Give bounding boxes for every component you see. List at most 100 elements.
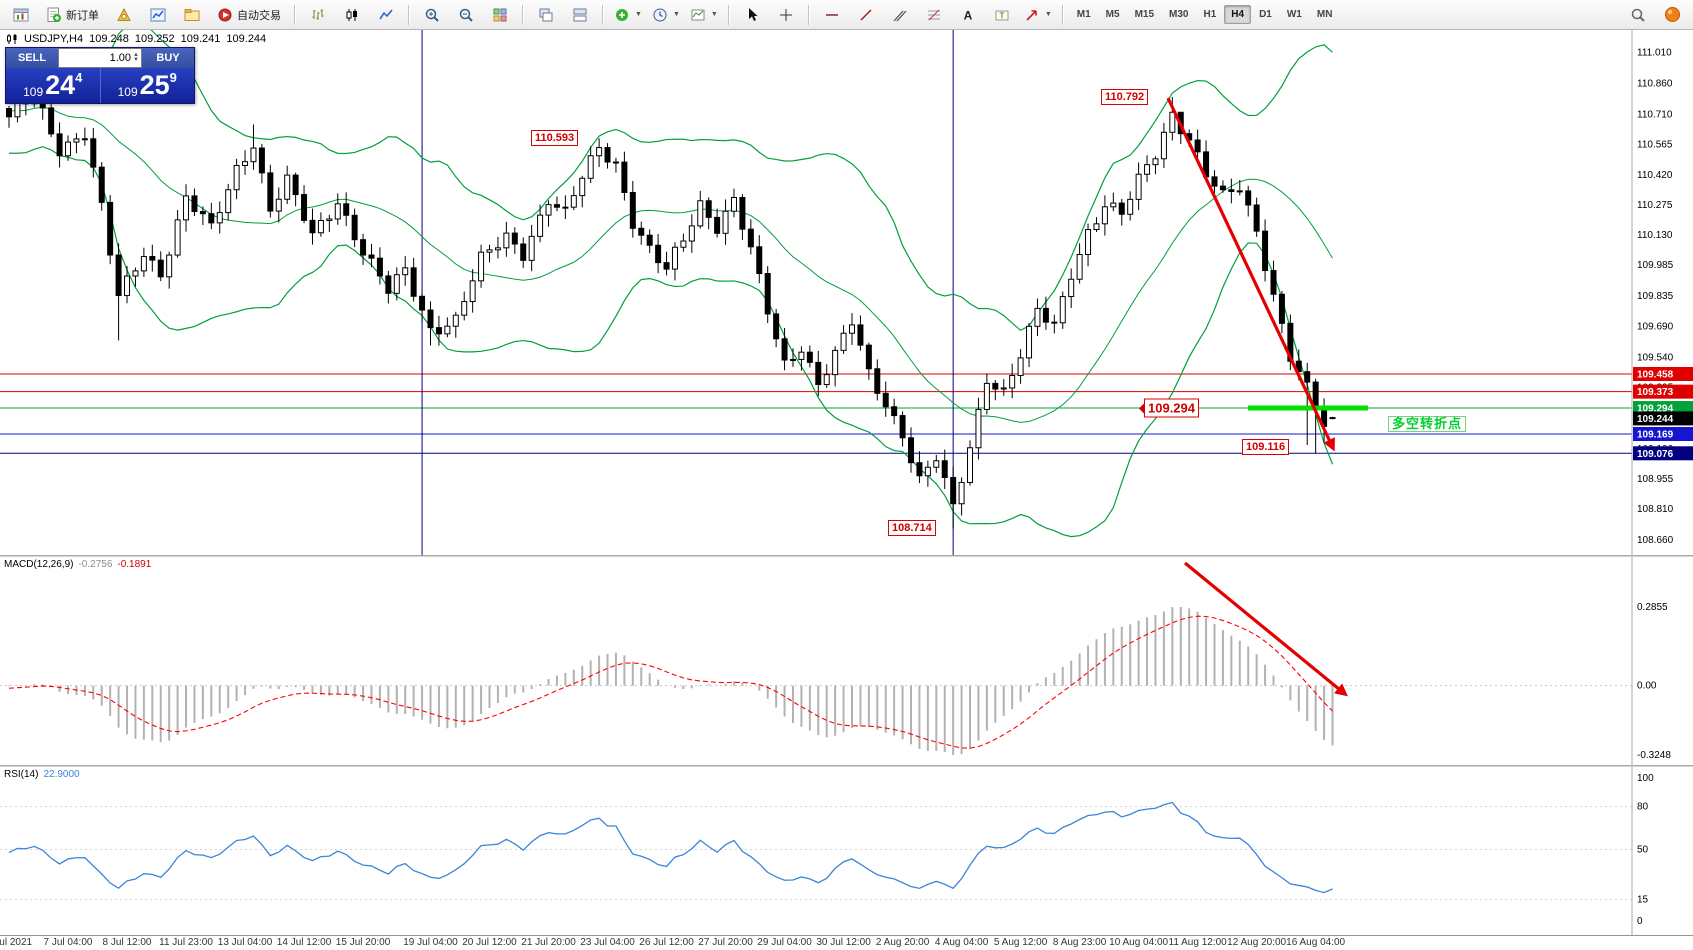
navigator-button[interactable]: [176, 2, 208, 28]
crosshair-tool-button[interactable]: [770, 2, 802, 28]
charts-window-button[interactable]: [5, 2, 37, 28]
buy-price-pip: 9: [169, 70, 177, 85]
main-chart-canvas[interactable]: 111.010 110.860 110.710 110.565 110.420 110.2…: [0, 30, 1693, 555]
arrow-object-icon: [1026, 9, 1037, 21]
price-label-109116[interactable]: 109.116: [1242, 439, 1290, 456]
svg-text:-0.3248: -0.3248: [1637, 750, 1671, 761]
search-button[interactable]: [1622, 2, 1654, 28]
svg-text:0.2855: 0.2855: [1637, 602, 1668, 613]
buy-button[interactable]: BUY: [142, 48, 194, 68]
panel-separator[interactable]: [0, 555, 1693, 557]
sell-button[interactable]: SELL: [6, 48, 58, 68]
rsi-canvas[interactable]: 100 80 50 15 0: [0, 767, 1693, 935]
arrange-windows-button[interactable]: [564, 2, 596, 28]
turning-point-label[interactable]: 多空转折点: [1388, 416, 1467, 432]
time-label: 5 Jul 2021: [0, 937, 33, 948]
trendline-icon: [860, 8, 872, 21]
sell-price-panel[interactable]: 109 24 4: [6, 68, 100, 103]
time-label: 30 Jul 12:00: [816, 937, 871, 948]
zoom-in-button[interactable]: [416, 2, 448, 28]
channel-tool-button[interactable]: [884, 2, 916, 28]
svg-text:110.565: 110.565: [1637, 140, 1673, 151]
price-label-110792[interactable]: 110.792: [1101, 89, 1149, 106]
arrange-windows-icon: [573, 8, 587, 21]
rsi-name: RSI(14): [4, 769, 39, 780]
svg-text:109.690: 109.690: [1637, 321, 1674, 332]
svg-text:109.294: 109.294: [1637, 404, 1674, 415]
step-down-icon[interactable]: ▼: [133, 57, 139, 63]
metaeditor-button[interactable]: [108, 2, 140, 28]
volume-input[interactable]: 1.00 ▲ ▼: [58, 48, 142, 68]
arrows-tool-button[interactable]: ▼: [1020, 2, 1056, 28]
chart-template-button[interactable]: ▼: [686, 2, 722, 28]
timeframe-m30[interactable]: M30: [1169, 9, 1189, 20]
add-indicator-button[interactable]: ▼: [610, 2, 646, 28]
line-chart-mode-button[interactable]: [370, 2, 402, 28]
fibonacci-tool-button[interactable]: [918, 2, 950, 28]
macd-indicator-label: MACD(12,26,9) -0.2756 -0.1891: [4, 559, 151, 570]
price-label-109294[interactable]: 109.294: [1139, 398, 1199, 418]
hline-tool-button[interactable]: [816, 2, 848, 28]
symbol-info-bar: USDJPY,H4 109.248 109.252 109.241 109.24…: [6, 33, 266, 45]
time-axis[interactable]: 5 Jul 2021 7 Jul 04:00 8 Jul 12:00 11 Jul 2…: [0, 936, 1693, 950]
cascade-windows-button[interactable]: [530, 2, 562, 28]
toolbar-separator: [727, 4, 730, 25]
timeframe-m1[interactable]: M1: [1076, 9, 1091, 20]
tile-windows-button[interactable]: [484, 2, 516, 28]
timeframe-m15[interactable]: M15: [1134, 9, 1155, 20]
time-label: 10 Aug 04:00: [1109, 937, 1169, 948]
zoom-out-button[interactable]: [450, 2, 482, 28]
rsi-panel[interactable]: 100 80 50 15 0: [0, 767, 1693, 935]
timeframe-h1[interactable]: H1: [1203, 9, 1217, 20]
horizontal-line-icon: [825, 13, 838, 16]
price-axis[interactable]: [1632, 30, 1693, 935]
new-order-button[interactable]: 新订单: [39, 2, 106, 28]
timeframe-h4[interactable]: H4: [1224, 5, 1252, 24]
navigator-folder-icon: [184, 8, 200, 21]
svg-text:80: 80: [1637, 802, 1649, 813]
cursor-tool-button[interactable]: [736, 2, 768, 28]
buy-price-panel[interactable]: 109 25 9: [101, 68, 195, 103]
timeframe-toolbar: M1 M5 M15 M30 H1 H4 D1 W1 MN: [1070, 5, 1340, 24]
period-clock-button[interactable]: ▼: [648, 2, 684, 28]
price-divider: [99, 68, 101, 103]
time-label: 4 Aug 04:00: [934, 937, 989, 948]
svg-text:109.169: 109.169: [1637, 429, 1674, 440]
macd-panel[interactable]: 0.2855 0.00 -0.3248: [0, 557, 1693, 765]
svg-text:110.275: 110.275: [1637, 200, 1673, 211]
chart-template-icon: [691, 9, 705, 20]
svg-text:110.710: 110.710: [1637, 110, 1673, 121]
price-label-108714[interactable]: 108.714: [888, 520, 936, 537]
notification-button[interactable]: [1656, 2, 1688, 28]
label-tool-button[interactable]: T: [986, 2, 1018, 28]
autotrading-button[interactable]: 自动交易: [210, 2, 288, 28]
text-tool-button[interactable]: A: [952, 2, 984, 28]
candlestick-mode-button[interactable]: [336, 2, 368, 28]
main-chart-panel[interactable]: 111.010 110.860 110.710 110.565 110.420 110.2…: [0, 30, 1693, 555]
svg-text:0: 0: [1637, 916, 1643, 927]
timeframe-mn[interactable]: MN: [1316, 9, 1333, 20]
zoom-out-icon: [459, 8, 473, 22]
timeframe-w1[interactable]: W1: [1286, 9, 1302, 20]
time-label: 26 Jul 12:00: [639, 937, 694, 948]
price-label-110593[interactable]: 110.593: [531, 130, 579, 147]
market-watch-button[interactable]: [142, 2, 174, 28]
volume-stepper[interactable]: ▲ ▼: [133, 52, 139, 63]
step-up-icon[interactable]: ▲: [133, 52, 139, 58]
panel-separator[interactable]: [0, 935, 1693, 936]
macd-name: MACD(12,26,9): [4, 559, 74, 570]
toolbar-separator: [294, 4, 296, 25]
time-label: 15 Jul 20:00: [335, 937, 391, 948]
timeframe-d1[interactable]: D1: [1259, 9, 1272, 20]
macd-canvas[interactable]: 0.2855 0.00 -0.3248: [0, 557, 1693, 765]
crosshair-icon: [779, 8, 792, 21]
chevron-down-icon: ▼: [635, 11, 642, 18]
time-label: 21 Jul 20:00: [521, 937, 576, 948]
buy-price-big: 25: [139, 70, 170, 100]
bar-chart-mode-button[interactable]: [302, 2, 334, 28]
panel-separator[interactable]: [0, 765, 1693, 767]
indicator-plus-icon: [616, 8, 628, 21]
trendline-tool-button[interactable]: [850, 2, 882, 28]
sell-price-pip: 4: [75, 70, 83, 85]
timeframe-m5[interactable]: M5: [1105, 9, 1120, 20]
